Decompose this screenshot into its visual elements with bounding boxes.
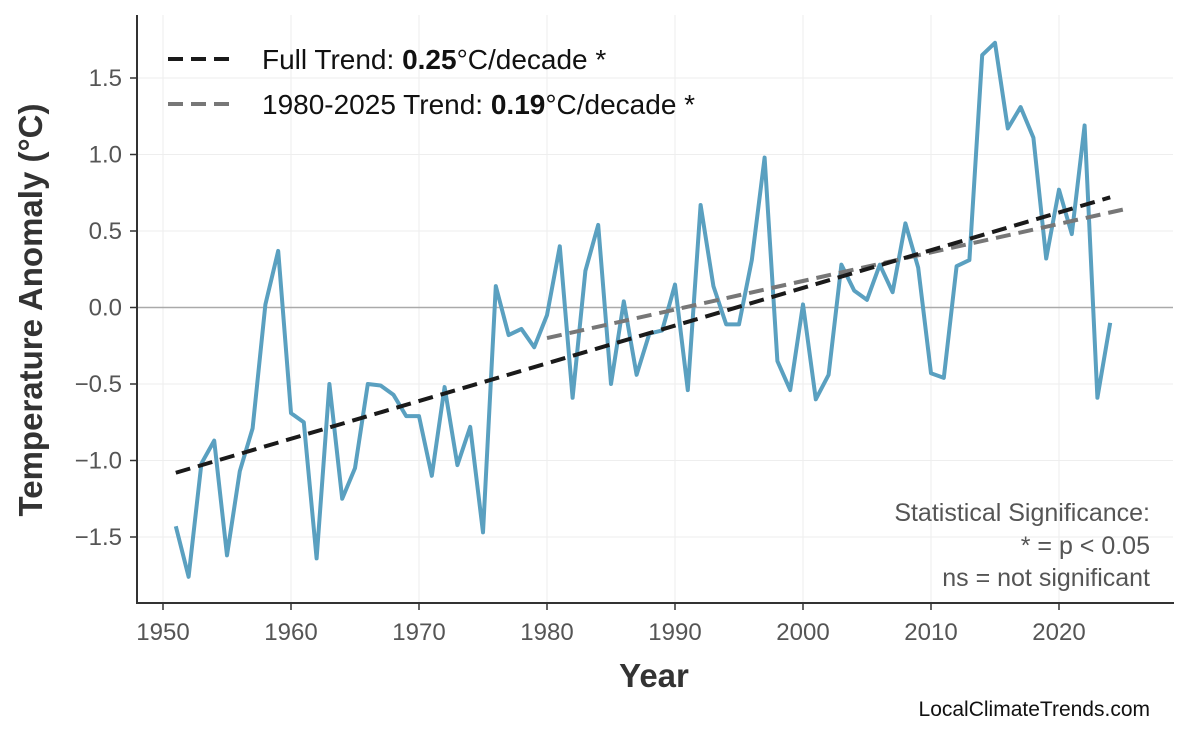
x-tick-label: 1960 bbox=[264, 619, 317, 646]
significance-star: * = p < 0.05 bbox=[1021, 532, 1150, 560]
y-axis-label: Temperature Anomaly (°C) bbox=[12, 104, 49, 517]
x-tick-label: 1980 bbox=[520, 619, 573, 646]
x-tick-label: 2010 bbox=[904, 619, 957, 646]
y-ticks: −1.5 −1.0 −0.5 0.0 0.5 1.0 1.5 bbox=[75, 65, 137, 551]
x-axis-label: Year bbox=[619, 657, 689, 694]
significance-ns: ns = not significant bbox=[942, 564, 1150, 592]
trend-lines-overlay bbox=[175, 195, 1124, 475]
x-tick-label: 1990 bbox=[648, 619, 701, 646]
x-tick-label: 1970 bbox=[392, 619, 445, 646]
y-tick-label: −0.5 bbox=[75, 371, 122, 398]
x-tick-label: 1950 bbox=[136, 619, 189, 646]
significance-title: Statistical Significance: bbox=[894, 499, 1150, 527]
x-tick-label: 2020 bbox=[1032, 619, 1085, 646]
credit-text: LocalClimateTrends.com bbox=[919, 698, 1150, 721]
y-tick-label: 1.5 bbox=[89, 65, 122, 92]
x-ticks: 1950 1960 1970 1980 1990 2000 2010 2020 bbox=[136, 603, 1086, 646]
y-tick-label: −1.0 bbox=[75, 448, 122, 475]
x-tick-label: 2000 bbox=[776, 619, 829, 646]
trend-line-full bbox=[175, 195, 1111, 475]
y-tick-label: −1.5 bbox=[75, 524, 122, 551]
legend-label-1980-trend: 1980-2025 Trend: 0.19°C/decade * bbox=[262, 89, 695, 120]
legend-label-full-trend: Full Trend: 0.25°C/decade * bbox=[262, 44, 606, 75]
y-tick-label: 0.0 bbox=[89, 295, 122, 322]
significance-note: Statistical Significance: * = p < 0.05 n… bbox=[894, 499, 1150, 592]
y-tick-label: 0.5 bbox=[89, 218, 122, 245]
anomaly-series-line bbox=[173, 40, 1113, 579]
legend: Full Trend: 0.25°C/decade * 1980-2025 Tr… bbox=[168, 44, 695, 120]
y-tick-label: 1.0 bbox=[89, 142, 122, 169]
trend-line-1980-2025 bbox=[546, 207, 1124, 341]
